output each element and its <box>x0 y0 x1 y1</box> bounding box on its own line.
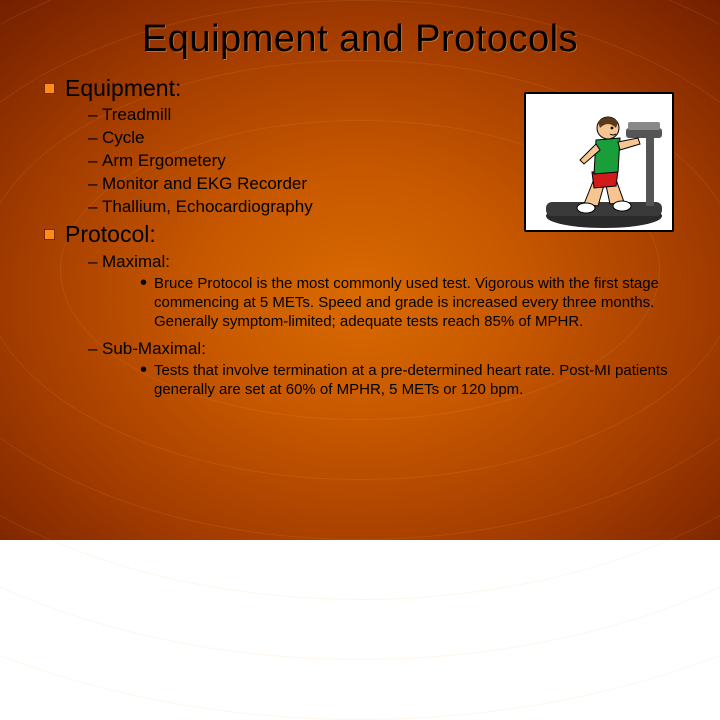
treadmill-clipart <box>524 92 674 232</box>
square-bullet-icon <box>44 229 55 240</box>
dot-bullet-icon: • <box>140 361 154 399</box>
sub-heading-submaximal: – Sub-Maximal: <box>88 339 680 359</box>
section-heading-text: Equipment: <box>65 75 181 102</box>
sub-heading-maximal: – Maximal: <box>88 252 680 272</box>
section-heading-text: Protocol: <box>65 221 156 248</box>
paragraph-submaximal: • Tests that involve termination at a pr… <box>140 361 670 399</box>
slide-title: Equipment and Protocols <box>40 18 680 61</box>
paragraph-maximal: • Bruce Protocol is the most commonly us… <box>140 274 670 332</box>
treadmill-runner-icon <box>526 94 676 234</box>
slide-content: Equipment and Protocols Equipment: –Trea… <box>0 0 720 540</box>
square-bullet-icon <box>44 83 55 94</box>
dot-bullet-icon: • <box>140 274 154 332</box>
